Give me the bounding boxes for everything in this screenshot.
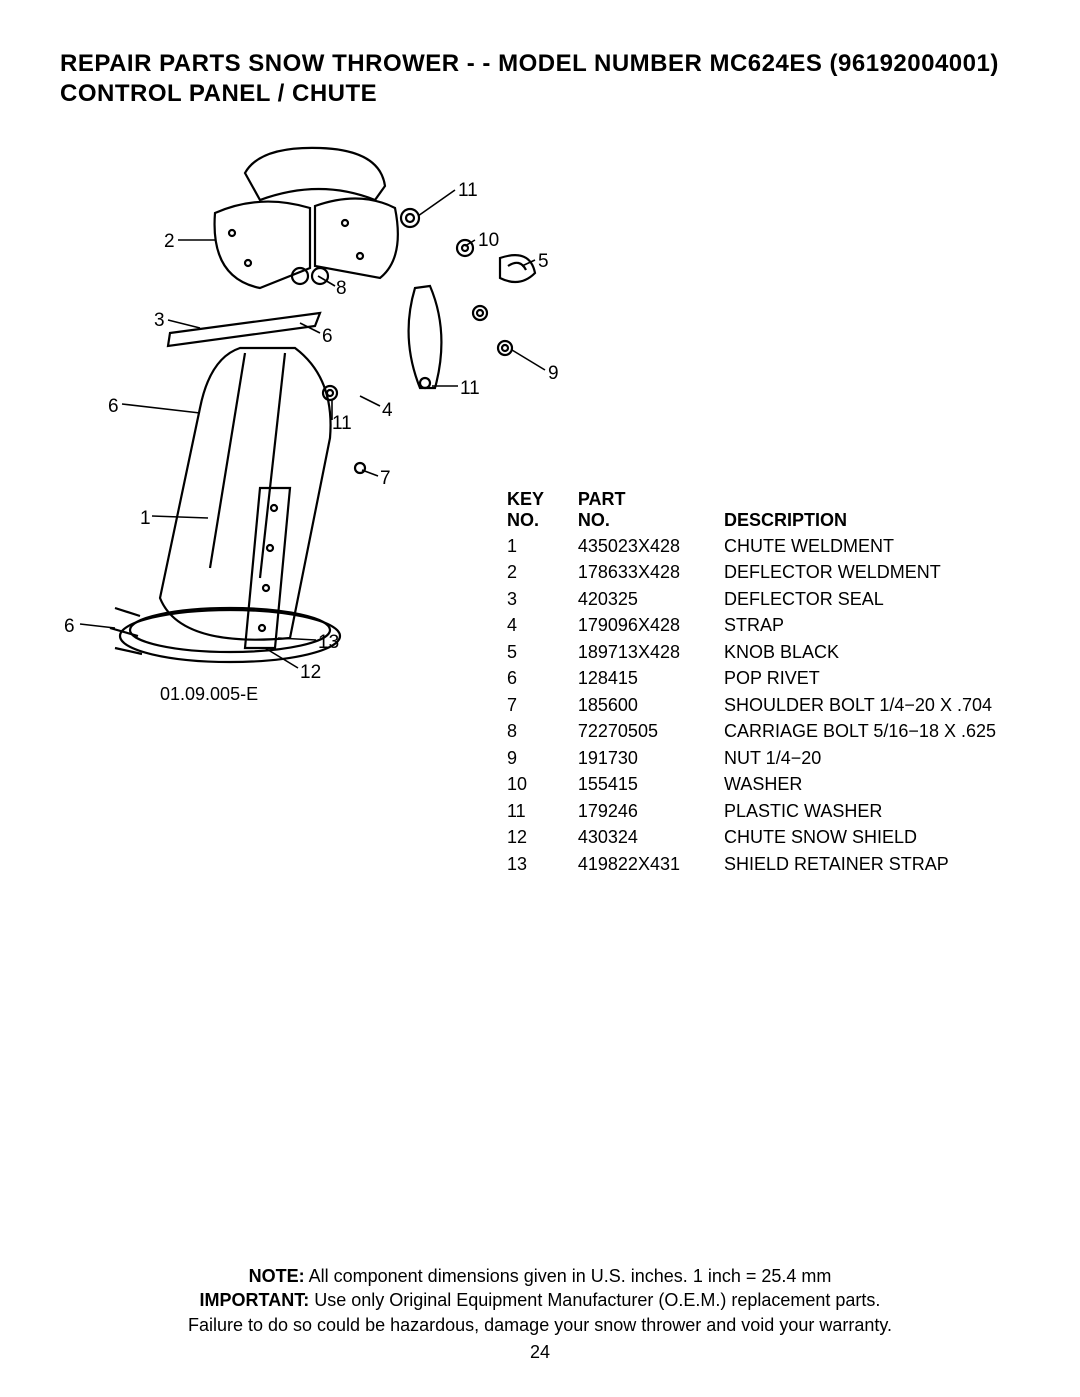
cell-key: 9: [506, 746, 575, 771]
cell-part: 128415: [577, 666, 721, 691]
exploded-diagram: 11210583696114117161312 01.09.005-E: [60, 138, 580, 718]
diagram-reference: 01.09.005-E: [160, 684, 258, 705]
cell-part: 430324: [577, 825, 721, 850]
col-header-part: PART NO.: [577, 488, 721, 531]
page-title: REPAIR PARTS SNOW THROWER - - MODEL NUMB…: [60, 48, 1020, 80]
col-header-desc: DESCRIPTION: [723, 488, 1018, 531]
table-row: 5189713X428KNOB BLACK: [506, 640, 1018, 665]
callout-number: 12: [300, 662, 321, 684]
cell-key: 2: [506, 560, 575, 585]
cell-key: 3: [506, 587, 575, 612]
cell-desc: NUT 1/4−20: [723, 746, 1018, 771]
cell-desc: STRAP: [723, 613, 1018, 638]
cell-part: 155415: [577, 772, 721, 797]
cell-desc: SHIELD RETAINER STRAP: [723, 852, 1018, 877]
note-label: NOTE:: [249, 1266, 305, 1286]
note-text: All component dimensions given in U.S. i…: [305, 1266, 832, 1286]
cell-part: 179246: [577, 799, 721, 824]
cell-desc: PLASTIC WASHER: [723, 799, 1018, 824]
table-row: 10155415WASHER: [506, 772, 1018, 797]
col-header-key: KEY NO.: [506, 488, 575, 531]
table-row: 1435023X428CHUTE WELDMENT: [506, 534, 1018, 559]
cell-part: 189713X428: [577, 640, 721, 665]
callout-number: 3: [154, 310, 165, 332]
cell-desc: WASHER: [723, 772, 1018, 797]
cell-key: 6: [506, 666, 575, 691]
page-subtitle: CONTROL PANEL / CHUTE: [60, 80, 1020, 108]
cell-key: 12: [506, 825, 575, 850]
callout-number: 9: [548, 363, 559, 385]
cell-key: 1: [506, 534, 575, 559]
footer-notes: NOTE: All component dimensions given in …: [0, 1264, 1080, 1337]
callout-number: 4: [382, 400, 393, 422]
cell-desc: DEFLECTOR SEAL: [723, 587, 1018, 612]
callout-number: 11: [458, 180, 478, 202]
cell-part: 191730: [577, 746, 721, 771]
table-row: 3420325DEFLECTOR SEAL: [506, 587, 1018, 612]
cell-desc: DEFLECTOR WELDMENT: [723, 560, 1018, 585]
table-row: 2178633X428DEFLECTOR WELDMENT: [506, 560, 1018, 585]
callout-number: 13: [318, 632, 339, 654]
table-row: 6128415POP RIVET: [506, 666, 1018, 691]
cell-part: 435023X428: [577, 534, 721, 559]
important-label: IMPORTANT:: [200, 1290, 310, 1310]
table-row: 13419822X431SHIELD RETAINER STRAP: [506, 852, 1018, 877]
cell-key: 8: [506, 719, 575, 744]
diagram-svg: [60, 138, 580, 718]
cell-part: 72270505: [577, 719, 721, 744]
cell-key: 11: [506, 799, 575, 824]
table-row: 872270505CARRIAGE BOLT 5/16−18 X .625: [506, 719, 1018, 744]
cell-desc: CHUTE SNOW SHIELD: [723, 825, 1018, 850]
callout-number: 11: [460, 378, 480, 400]
important-text: Use only Original Equipment Manufacturer…: [309, 1290, 880, 1310]
callout-number: 5: [538, 251, 549, 273]
cell-desc: POP RIVET: [723, 666, 1018, 691]
cell-key: 4: [506, 613, 575, 638]
callout-number: 2: [164, 231, 175, 253]
callout-number: 6: [322, 326, 333, 348]
callout-number: 11: [332, 413, 352, 435]
cell-part: 420325: [577, 587, 721, 612]
table-row: 9191730NUT 1/4−20: [506, 746, 1018, 771]
cell-part: 179096X428: [577, 613, 721, 638]
cell-desc: CHUTE WELDMENT: [723, 534, 1018, 559]
callout-number: 1: [140, 508, 151, 530]
callout-number: 6: [108, 396, 119, 418]
cell-key: 7: [506, 693, 575, 718]
callout-number: 8: [336, 278, 347, 300]
content-area: 11210583696114117161312 01.09.005-E KEY …: [60, 138, 1020, 818]
cell-key: 13: [506, 852, 575, 877]
parts-table: KEY NO. PART NO. DESCRIPTION 1435023X428…: [504, 486, 1020, 878]
table-row: 4179096X428STRAP: [506, 613, 1018, 638]
cell-part: 185600: [577, 693, 721, 718]
callout-number: 6: [64, 616, 75, 638]
cell-desc: KNOB BLACK: [723, 640, 1018, 665]
table-row: 12430324CHUTE SNOW SHIELD: [506, 825, 1018, 850]
callout-number: 10: [478, 230, 499, 252]
cell-key: 10: [506, 772, 575, 797]
cell-desc: CARRIAGE BOLT 5/16−18 X .625: [723, 719, 1018, 744]
table-header-row: KEY NO. PART NO. DESCRIPTION: [506, 488, 1018, 531]
cell-part: 178633X428: [577, 560, 721, 585]
page-number: 24: [0, 1342, 1080, 1363]
page: REPAIR PARTS SNOW THROWER - - MODEL NUMB…: [0, 0, 1080, 1397]
cell-key: 5: [506, 640, 575, 665]
table-row: 7185600SHOULDER BOLT 1/4−20 X .704: [506, 693, 1018, 718]
callout-number: 7: [380, 468, 391, 490]
cell-desc: SHOULDER BOLT 1/4−20 X .704: [723, 693, 1018, 718]
warning-text: Failure to do so could be hazardous, dam…: [0, 1313, 1080, 1337]
cell-part: 419822X431: [577, 852, 721, 877]
table-row: 11179246PLASTIC WASHER: [506, 799, 1018, 824]
